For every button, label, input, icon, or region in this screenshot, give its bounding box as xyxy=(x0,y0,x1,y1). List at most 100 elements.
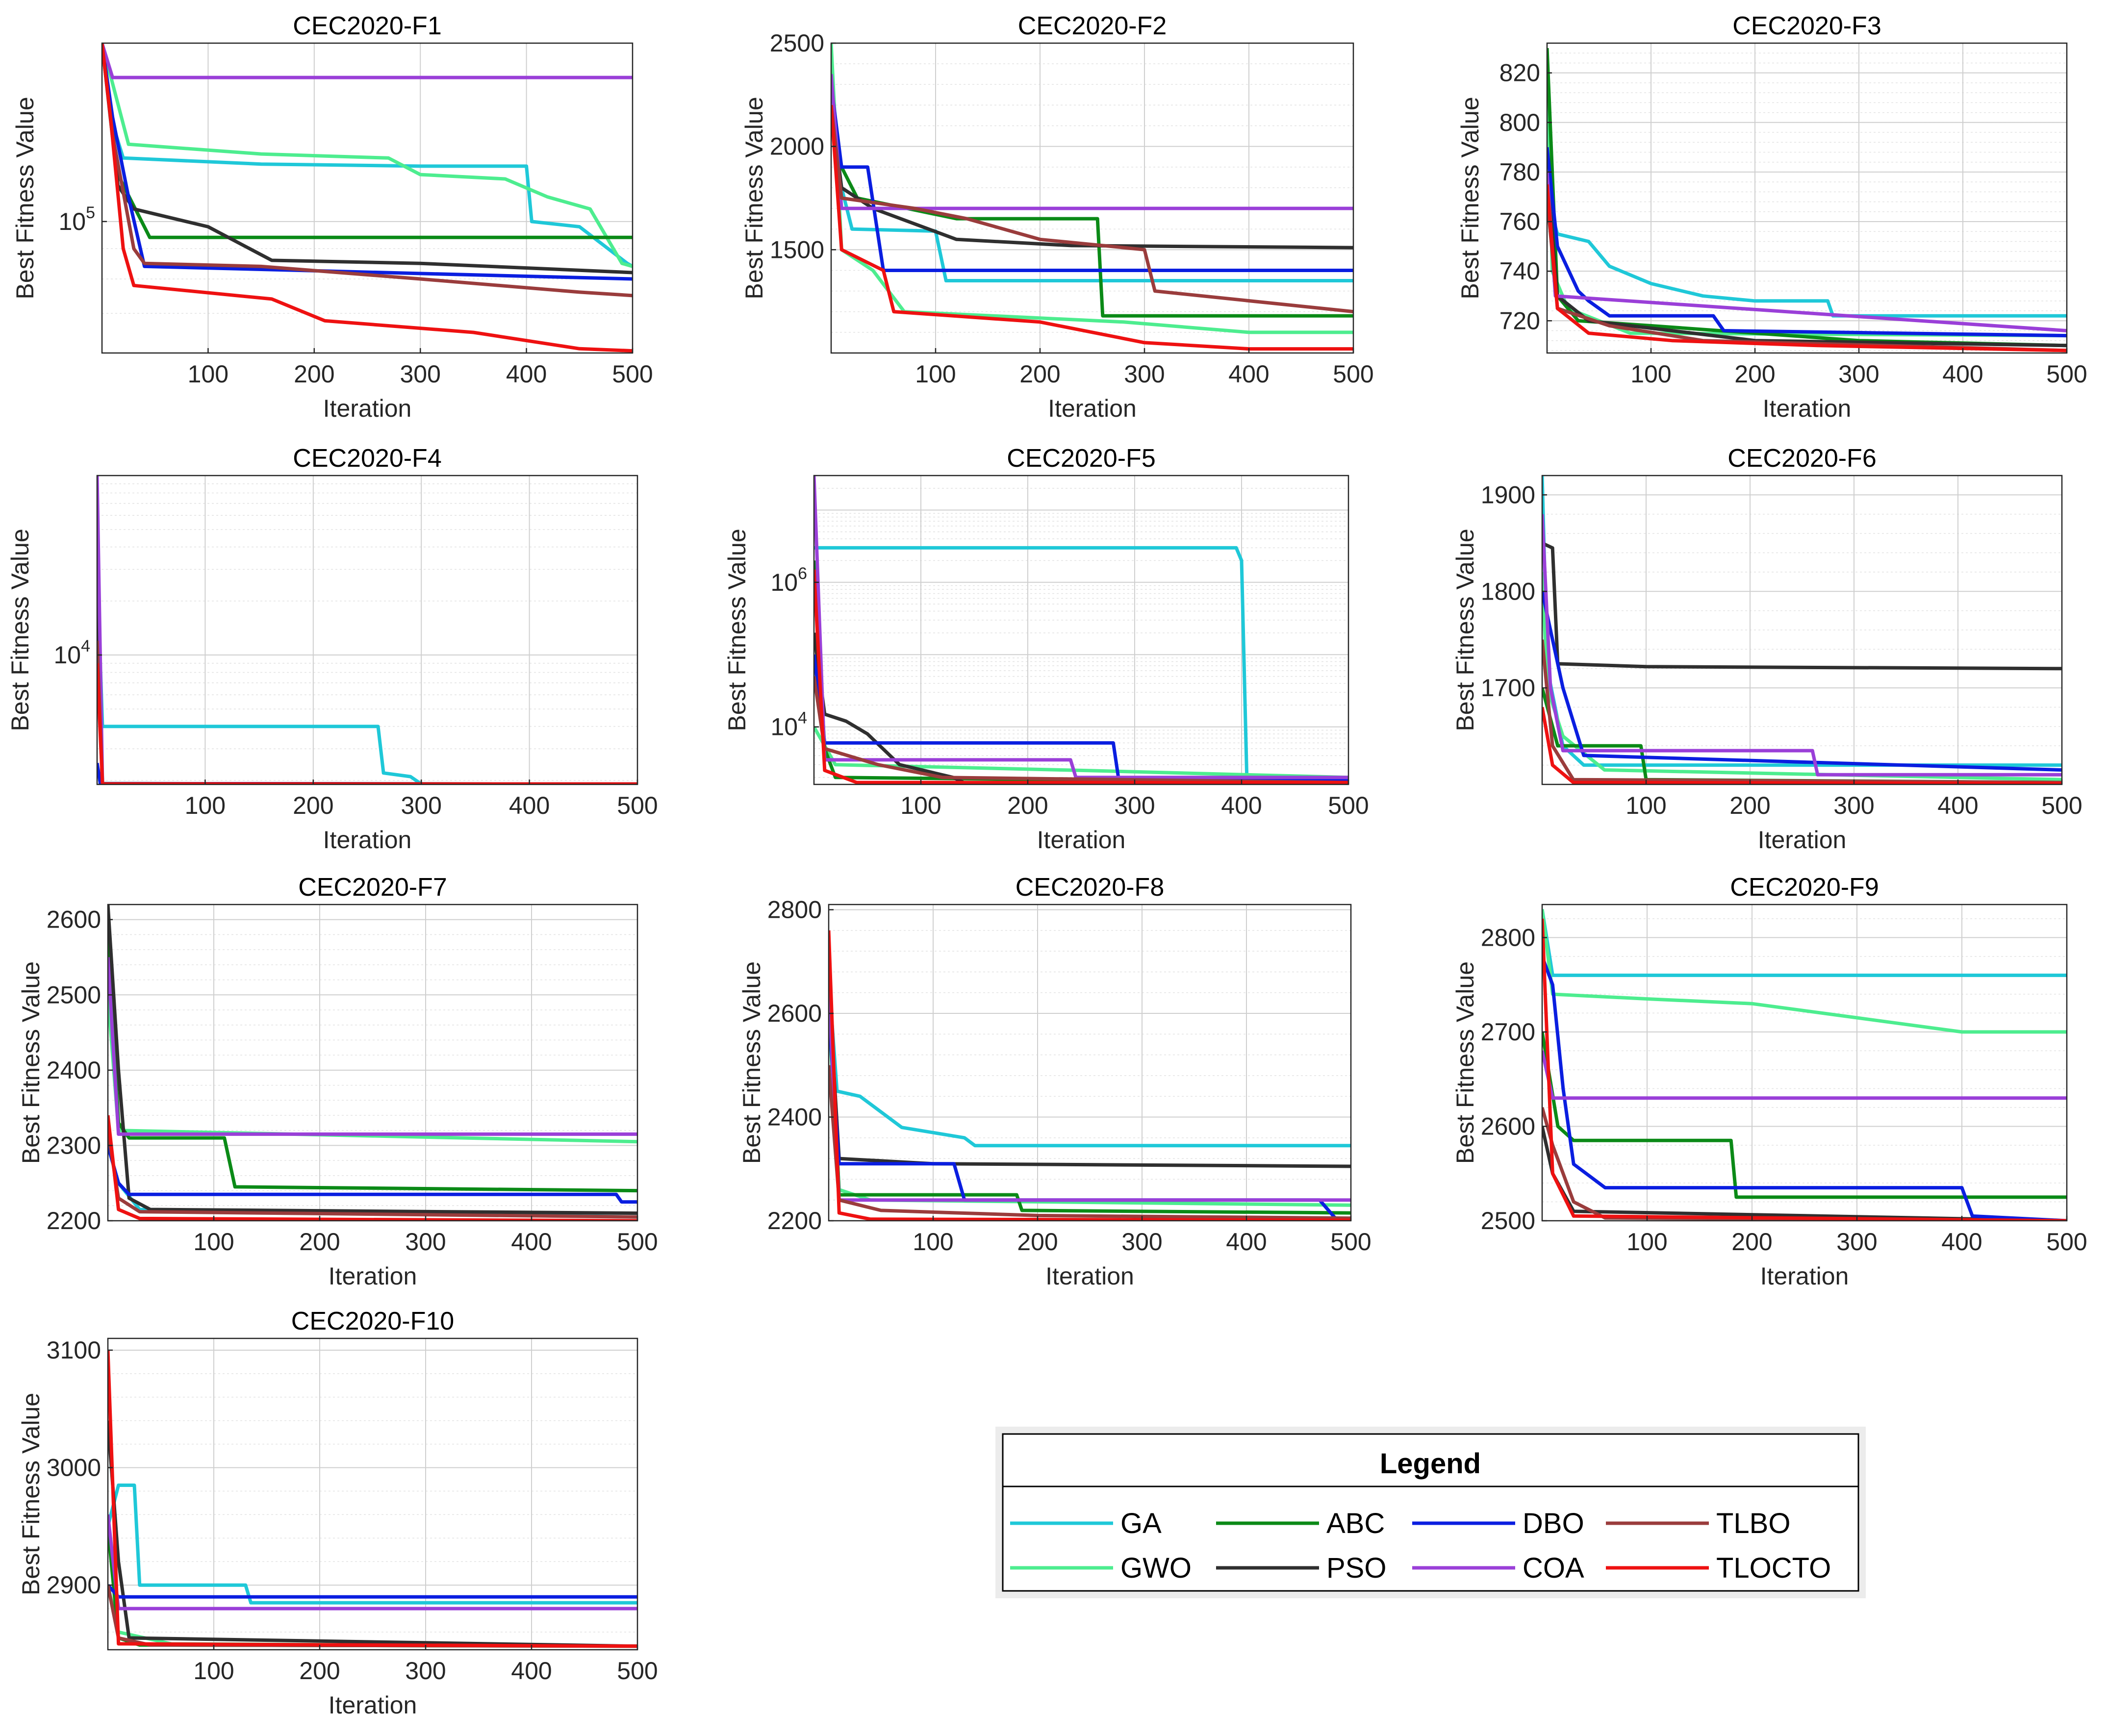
y-tick-label: 2600 xyxy=(767,1000,822,1027)
x-axis-label: Iteration xyxy=(323,826,412,854)
x-tick-label: 300 xyxy=(401,792,441,819)
y-tick-label: 2000 xyxy=(770,133,824,160)
x-tick-label: 400 xyxy=(1937,792,1978,819)
plot-area xyxy=(102,43,633,353)
y-tick-label: 780 xyxy=(1499,158,1540,186)
series-lines xyxy=(108,905,637,1221)
series-lines xyxy=(831,43,1353,351)
x-tick-label: 100 xyxy=(1626,1228,1667,1256)
legend-label: TLOCTO xyxy=(1716,1552,1831,1584)
x-tick-label: 200 xyxy=(1017,1228,1058,1256)
x-tick-label: 400 xyxy=(1942,360,1983,388)
x-tick-label: 400 xyxy=(1226,1228,1267,1256)
series-line-pso xyxy=(108,905,637,1215)
legend-item-tlbo: TLBO xyxy=(1606,1508,1791,1539)
y-tick-label: 2200 xyxy=(47,1207,101,1234)
plot-area xyxy=(97,476,637,784)
x-tick-label: 100 xyxy=(1625,792,1666,819)
panel-cec2020-f8: 100 200 300 400 500 2200 2400 2600 2800 CEC2020-F… xyxy=(738,873,1371,1290)
chart-title: CEC2020-F9 xyxy=(1730,873,1879,902)
series-line-coa xyxy=(831,74,1353,210)
series-line-ga xyxy=(108,1484,637,1605)
x-axis-label: Iteration xyxy=(323,395,412,422)
series-lines xyxy=(829,930,1351,1221)
legend-label: PSO xyxy=(1326,1552,1387,1584)
legend-item-pso: PSO xyxy=(1216,1552,1387,1584)
x-tick-label: 300 xyxy=(1124,360,1165,388)
series-line-tlocto xyxy=(831,105,1353,351)
y-tick-label: 2400 xyxy=(767,1104,822,1131)
y-axis-label: Best Fitness Value xyxy=(1456,97,1484,299)
axes-frame xyxy=(1541,475,2063,785)
y-tick-label: 2300 xyxy=(47,1132,101,1159)
legend-item-coa: COA xyxy=(1412,1552,1584,1584)
chart-title: CEC2020-F4 xyxy=(293,444,441,473)
x-tick-label: 400 xyxy=(509,792,550,819)
series-line-tlocto xyxy=(108,1350,637,1648)
plot-area xyxy=(831,43,1353,353)
y-axis-label: Best Fitness Value xyxy=(738,961,765,1164)
plot-area xyxy=(829,905,1351,1221)
y-axis-label: Best Fitness Value xyxy=(1451,961,1479,1164)
axes-frame xyxy=(828,904,1352,1222)
x-axis-label: Iteration xyxy=(1758,826,1847,854)
y-tick-label: 3000 xyxy=(47,1454,101,1482)
x-tick-label: 500 xyxy=(2046,1228,2087,1256)
series-line-dbo xyxy=(1542,956,2067,1221)
y-axis-label: Best Fitness Value xyxy=(723,528,751,731)
axes-frame xyxy=(107,1337,638,1651)
x-tick-label: 400 xyxy=(506,360,547,388)
axes-frame xyxy=(813,475,1349,785)
x-tick-label: 500 xyxy=(2046,360,2087,388)
series-line-abc xyxy=(1542,1032,2067,1199)
x-tick-label: 500 xyxy=(617,1657,658,1685)
chart-title: CEC2020-F1 xyxy=(293,12,441,40)
x-tick-label: 200 xyxy=(293,792,333,819)
plot-area xyxy=(814,476,1348,784)
x-tick-label: 500 xyxy=(2041,792,2082,819)
x-tick-label: 100 xyxy=(188,360,229,388)
chart-title: CEC2020-F10 xyxy=(291,1307,454,1335)
x-tick-label: 400 xyxy=(511,1228,552,1256)
y-axis-label: Best Fitness Value xyxy=(6,528,34,731)
x-tick-label: 500 xyxy=(1333,360,1373,388)
y-axis-label: Best Fitness Value xyxy=(17,961,45,1164)
series-line-dbo xyxy=(1547,147,2067,338)
y-tick-label: 106 xyxy=(770,564,807,596)
x-tick-label: 400 xyxy=(1221,792,1262,819)
y-tick-label: 2400 xyxy=(47,1057,101,1084)
x-tick-label: 500 xyxy=(612,360,653,388)
x-axis-label: Iteration xyxy=(1045,1262,1134,1290)
series-line-tlocto xyxy=(1542,918,2067,1221)
series-lines xyxy=(1547,48,2067,352)
y-axis-label: Best Fitness Value xyxy=(17,1393,45,1595)
panels: 100 200 300 400 500 105 CEC2020-F1 Iteration Bes… xyxy=(6,12,2087,1719)
panel-cec2020-f3: 100 200 300 400 500 720 740 760 780 800 820 CEC2020… xyxy=(1456,12,2087,422)
series-line-coa xyxy=(108,957,637,1136)
grid xyxy=(814,475,1349,784)
x-tick-label: 300 xyxy=(1833,792,1874,819)
x-axis-label: Iteration xyxy=(1763,395,1852,422)
axes-frame xyxy=(1541,904,2068,1222)
x-tick-label: 100 xyxy=(900,792,941,819)
y-tick-label: 1700 xyxy=(1481,674,1535,702)
series-line-tlocto xyxy=(814,569,1348,784)
y-tick-label: 104 xyxy=(53,637,90,669)
series-lines xyxy=(102,43,633,353)
axes-frame xyxy=(96,475,638,785)
panel-cec2020-f7: 100 200 300 400 500 2200 2300 2400 2500 2600 CEC20… xyxy=(17,873,658,1290)
y-tick-label: 104 xyxy=(770,709,807,741)
chart-title: CEC2020-F8 xyxy=(1016,873,1164,902)
y-tick-label: 2500 xyxy=(770,29,824,57)
legend-item-dbo: DBO xyxy=(1412,1508,1584,1539)
x-tick-label: 400 xyxy=(1941,1228,1982,1256)
series-line-tlocto xyxy=(829,930,1351,1221)
axes-frame xyxy=(107,904,638,1222)
series-line-tlocto xyxy=(108,1115,637,1221)
legend-item-tlocto: TLOCTO xyxy=(1606,1552,1831,1584)
panel-cec2020-f6: 100 200 300 400 500 1700 1800 1900 CEC2020-F6 Ite… xyxy=(1451,444,2083,854)
axes-frame xyxy=(830,42,1354,354)
x-tick-label: 200 xyxy=(1019,360,1060,388)
y-tick-label: 720 xyxy=(1499,307,1540,334)
y-tick-label: 105 xyxy=(58,203,95,235)
